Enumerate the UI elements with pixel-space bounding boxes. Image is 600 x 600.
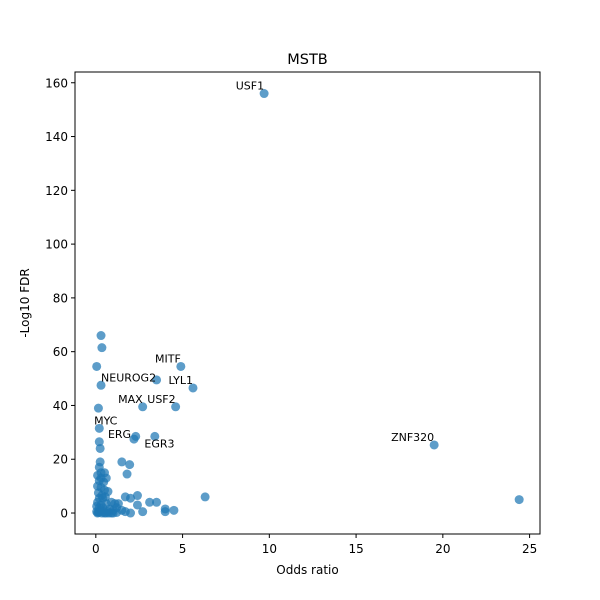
point-annotation: EGR3 (144, 438, 174, 451)
point-annotation: MITF (155, 352, 181, 365)
y-tick-label: 0 (60, 507, 68, 521)
data-point (131, 431, 141, 441)
point-annotation: LYL1 (168, 374, 193, 387)
data-point (152, 497, 162, 507)
data-point (125, 460, 135, 470)
data-point (117, 457, 127, 467)
data-point (138, 507, 148, 517)
y-tick-label: 120 (45, 184, 68, 198)
x-tick-label: 0 (92, 542, 100, 556)
data-point (160, 507, 170, 517)
data-point (429, 440, 439, 450)
data-point (514, 495, 524, 505)
data-point (171, 402, 181, 412)
y-tick-label: 160 (45, 76, 68, 90)
data-point (96, 331, 106, 341)
data-point (259, 89, 269, 99)
x-axis-label: Odds ratio (276, 563, 338, 577)
data-point (132, 491, 142, 501)
x-tick-label: 20 (435, 542, 450, 556)
data-point (200, 492, 210, 502)
point-annotation: NEUROG2 (101, 371, 156, 384)
data-point (169, 505, 179, 515)
point-annotation: ERG (108, 428, 131, 441)
x-axis: 0 5 10 15 20 25 (92, 534, 537, 556)
y-tick-label: 40 (53, 399, 68, 413)
point-annotation: USF1 (236, 80, 264, 93)
data-point (96, 380, 106, 390)
data-point (94, 437, 104, 447)
x-tick-label: 15 (348, 542, 363, 556)
data-point (138, 402, 148, 412)
data-point (152, 375, 162, 385)
data-point (97, 343, 107, 353)
data-point (112, 507, 122, 517)
y-axis: 0 20 40 60 80 100 120 140 160 (45, 76, 75, 521)
y-tick-label: 80 (53, 291, 68, 305)
data-point (92, 361, 102, 371)
data-point (94, 423, 104, 433)
y-tick-label: 20 (53, 453, 68, 467)
y-axis-label: -Log10 FDR (18, 268, 32, 337)
data-point (126, 508, 136, 518)
data-point (122, 469, 132, 479)
x-tick-label: 5 (179, 542, 187, 556)
point-annotation: USF2 (147, 393, 175, 406)
point-annotation: MAX (118, 393, 143, 406)
y-tick-label: 100 (45, 238, 68, 252)
data-point (126, 493, 136, 503)
data-point (95, 443, 105, 453)
y-tick-label: 60 (53, 345, 68, 359)
data-point (101, 508, 111, 518)
x-tick-label: 10 (262, 542, 277, 556)
data-point (150, 431, 160, 441)
point-annotation: MYC (94, 414, 118, 427)
x-tick-label: 25 (522, 542, 537, 556)
data-point (145, 497, 155, 507)
point-annotation: ZNF320 (391, 431, 434, 444)
data-point (93, 403, 103, 413)
y-tick-label: 140 (45, 130, 68, 144)
data-point (188, 383, 198, 393)
chart-title: MSTB (287, 52, 328, 68)
plot-frame (74, 71, 541, 535)
data-point (176, 361, 186, 371)
data-point (132, 500, 142, 510)
data-points (92, 89, 524, 518)
